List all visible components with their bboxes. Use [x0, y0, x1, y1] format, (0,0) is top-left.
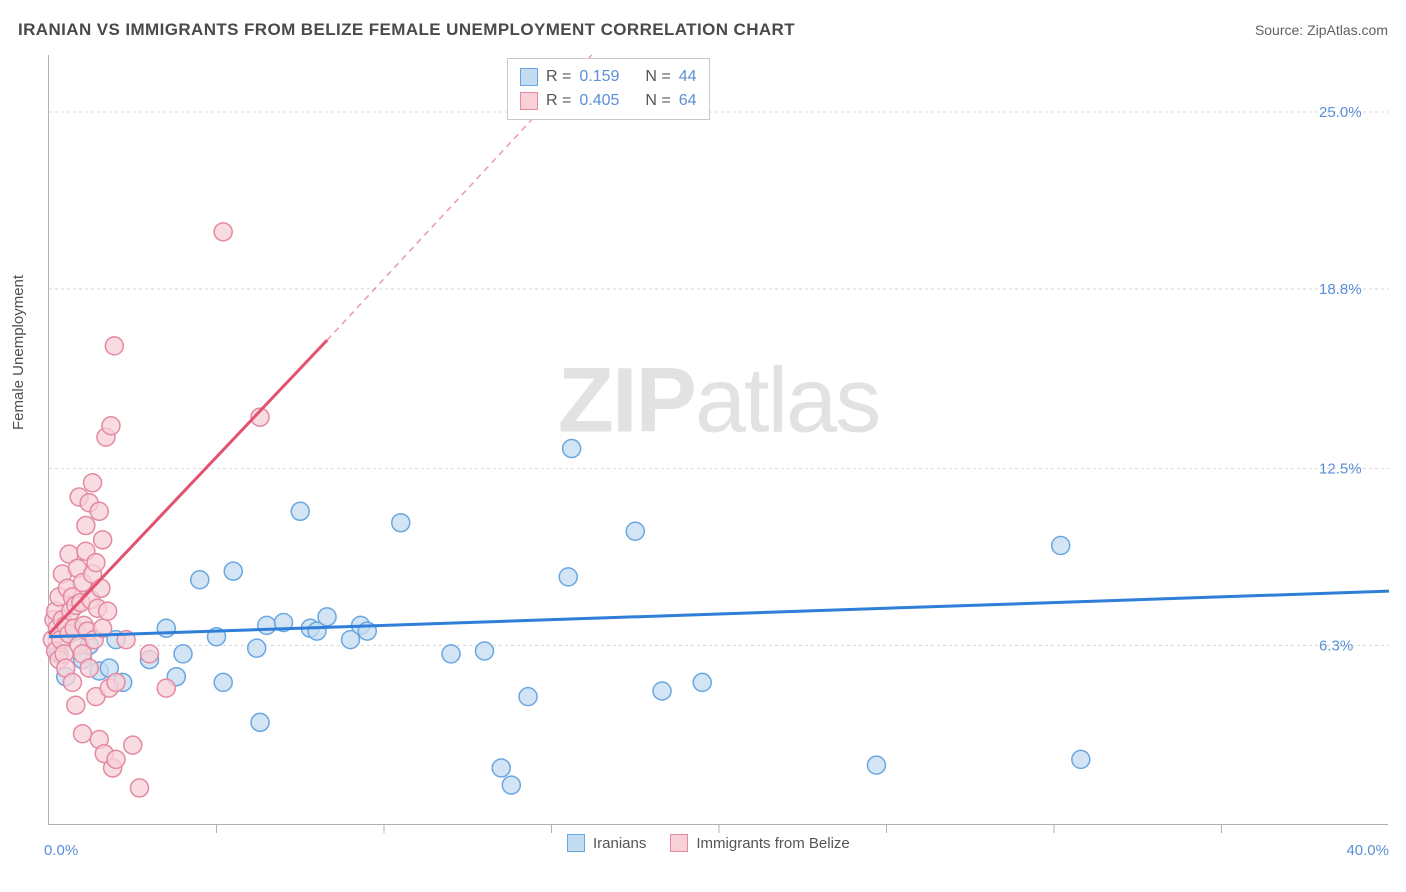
stats-r-label-2: R =: [546, 89, 571, 113]
legend-item-1: Iranians: [567, 834, 646, 852]
chart-source: Source: ZipAtlas.com: [1255, 22, 1388, 38]
svg-text:6.3%: 6.3%: [1319, 637, 1353, 654]
stats-r-label-1: R =: [546, 65, 571, 89]
svg-text:25.0%: 25.0%: [1319, 104, 1362, 121]
y-axis-label: Female Unemployment: [10, 275, 27, 430]
chart-title: IRANIAN VS IMMIGRANTS FROM BELIZE FEMALE…: [18, 20, 795, 40]
svg-text:0.0%: 0.0%: [44, 842, 78, 859]
svg-text:18.8%: 18.8%: [1319, 281, 1362, 298]
stats-n-label-1: N =: [645, 65, 670, 89]
stats-n-label-2: N =: [645, 89, 670, 113]
stats-row-2: R = 0.405 N = 64: [520, 89, 697, 113]
stats-r-value-2: 0.405: [579, 89, 619, 113]
chart-header: IRANIAN VS IMMIGRANTS FROM BELIZE FEMALE…: [18, 20, 1388, 40]
legend-swatch-2: [670, 834, 688, 852]
stats-r-value-1: 0.159: [579, 65, 619, 89]
stats-row-1: R = 0.159 N = 44: [520, 65, 697, 89]
bottom-legend: Iranians Immigrants from Belize: [567, 834, 850, 852]
stats-swatch-1: [520, 68, 538, 86]
stats-n-value-2: 64: [679, 89, 697, 113]
stats-n-value-1: 44: [679, 65, 697, 89]
stats-swatch-2: [520, 92, 538, 110]
legend-swatch-1: [567, 834, 585, 852]
legend-label-2: Immigrants from Belize: [696, 835, 849, 852]
legend-label-1: Iranians: [593, 835, 646, 852]
svg-text:12.5%: 12.5%: [1319, 461, 1362, 478]
chart-svg: 6.3%12.5%18.8%25.0%0.0%40.0%: [49, 55, 1388, 824]
svg-text:40.0%: 40.0%: [1346, 842, 1389, 859]
stats-legend-box: R = 0.159 N = 44 R = 0.405 N = 64: [507, 58, 710, 120]
chart-plot-area: ZIPatlas 6.3%12.5%18.8%25.0%0.0%40.0% R …: [48, 55, 1388, 825]
legend-item-2: Immigrants from Belize: [670, 834, 849, 852]
